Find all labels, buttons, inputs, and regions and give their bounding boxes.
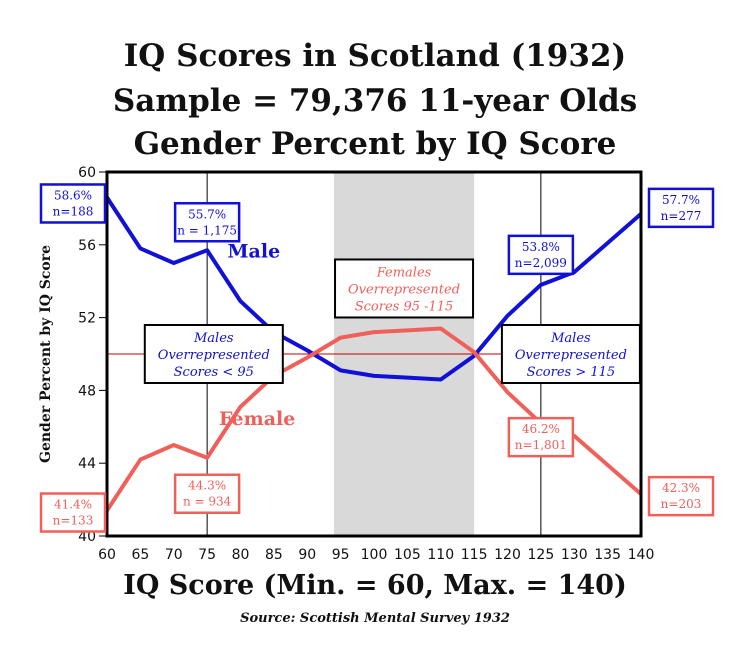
annotation-box <box>173 202 241 243</box>
annotation-box <box>39 492 107 533</box>
x-tick-label-140: 140 <box>628 547 655 563</box>
series-line-male <box>105 196 643 382</box>
annotation-female-60: 41.4% n=133 <box>39 492 107 533</box>
y-tick-label-56: 56 <box>78 238 96 254</box>
annotation-text: n=203 <box>661 497 702 511</box>
x-tick-label-65: 65 <box>131 547 149 563</box>
y-axis-title: Gender Percent by IQ Score <box>38 245 54 463</box>
annotation-text: n = 934 <box>183 495 232 509</box>
x-tick-label-75: 75 <box>198 547 216 563</box>
x-tick-label-115: 115 <box>461 547 488 563</box>
annotation-text: 53.8% <box>522 240 560 254</box>
x-tick-label-80: 80 <box>232 547 250 563</box>
y-tick-label-40: 40 <box>78 529 96 545</box>
x-tick-label-135: 135 <box>594 547 621 563</box>
annotation-text: 44.3% <box>188 479 226 493</box>
callout-1: Females Overrepresented Scores 95 -115 <box>334 258 475 319</box>
callout-text: Scores > 115 <box>527 365 616 380</box>
annotation-text: n=133 <box>53 514 94 528</box>
x-tick-label-100: 100 <box>361 547 388 563</box>
callout-text: Scores < 95 <box>174 365 254 380</box>
annotation-text: n = 1,175 <box>177 223 237 237</box>
x-tick-label-125: 125 <box>528 547 555 563</box>
annotation-box <box>507 416 575 458</box>
y-tick-label-44: 44 <box>78 456 96 472</box>
annotation-text: n=188 <box>53 204 94 218</box>
chart-title-line-3: Gender Percent by IQ Score <box>133 126 617 162</box>
annotation-male-60: 58.6% n=188 <box>39 183 107 224</box>
x-tick-label-95: 95 <box>332 547 350 563</box>
annotation-text: n=277 <box>661 209 702 223</box>
x-tick-label-110: 110 <box>427 547 454 563</box>
annotation-text: 57.7% <box>662 193 700 207</box>
callout-text: Overrepresented <box>158 348 270 363</box>
annotation-box <box>647 475 715 517</box>
x-tick-label-105: 105 <box>394 547 421 563</box>
annotation-text: n=2,099 <box>515 256 567 270</box>
x-axis-title: IQ Score (Min. = 60, Max. = 140) <box>123 570 627 601</box>
annotation-male-140: 57.7% n=277 <box>647 187 715 229</box>
annotation-text: 55.7% <box>188 207 226 221</box>
annotation-female-125: 46.2% n=1,801 <box>507 416 575 458</box>
chart-title-line-1: IQ Scores in Scotland (1932) <box>123 38 627 74</box>
x-tick-label-85: 85 <box>265 547 283 563</box>
annotation-box <box>39 183 107 224</box>
callout-box <box>143 324 284 384</box>
annotation-text: 42.3% <box>662 481 700 495</box>
x-tick-label-130: 130 <box>561 547 588 563</box>
callout-0: Males Overrepresented Scores < 95 <box>143 324 284 384</box>
x-tick-label-60: 60 <box>98 547 116 563</box>
series-label-male: Male <box>228 241 281 263</box>
annotation-box <box>507 234 575 276</box>
y-tick-label-48: 48 <box>78 383 96 399</box>
callout-text: Scores 95 -115 <box>355 299 454 314</box>
y-tick-label-60: 60 <box>78 165 96 181</box>
callout-text: Overrepresented <box>348 282 460 297</box>
chart-title-line-2: Sample = 79,376 11-year Olds <box>112 83 638 119</box>
callout-box <box>500 324 641 384</box>
callout-2: Males Overrepresented Scores > 115 <box>500 324 641 384</box>
annotation-text: 46.2% <box>522 422 560 436</box>
callout-box <box>334 258 475 319</box>
annotation-text: 41.4% <box>54 498 92 512</box>
callout-text: Overrepresented <box>515 348 627 363</box>
annotation-male-75: 55.7% n = 1,175 <box>173 202 241 243</box>
annotation-male-125: 53.8% n=2,099 <box>507 234 575 276</box>
x-tick-label-120: 120 <box>494 547 521 563</box>
plot-frame <box>105 170 643 538</box>
annotation-box <box>647 187 715 229</box>
callout-text: Males <box>193 331 234 346</box>
x-tick-label-70: 70 <box>165 547 183 563</box>
annotation-female-140: 42.3% n=203 <box>647 475 715 517</box>
annotation-text: 58.6% <box>54 188 92 202</box>
source-note: Source: Scottish Mental Survey 1932 <box>240 611 510 626</box>
annotation-text: n=1,801 <box>515 438 567 452</box>
callout-text: Females <box>376 265 432 280</box>
x-tick-label-90: 90 <box>298 547 316 563</box>
callout-text: Males <box>550 331 591 346</box>
series-line-female <box>105 326 643 512</box>
y-tick-label-52: 52 <box>78 311 96 327</box>
annotation-female-75: 44.3% n = 934 <box>173 473 241 514</box>
annotation-box <box>173 473 241 514</box>
series-label-female: Female <box>219 408 295 430</box>
